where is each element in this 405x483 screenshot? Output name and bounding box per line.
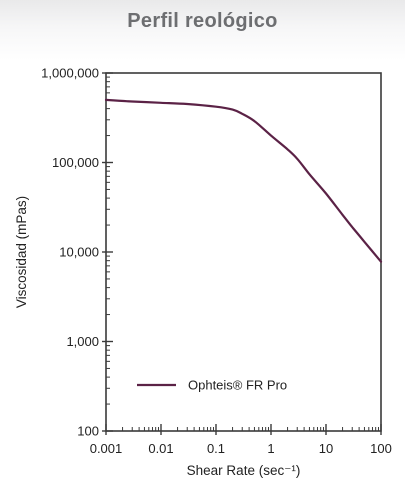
y-tick-labels: 1,000,000 100,000 10,000 1,000 100: [41, 66, 99, 439]
y-tick-label: 100,000: [52, 155, 99, 170]
x-tick-label: 1: [267, 441, 274, 456]
x-tick-label: 100: [370, 441, 392, 456]
x-tick-label: 0.001: [90, 441, 123, 456]
y-tick-label: 100: [77, 424, 99, 439]
y-tick-label: 10,000: [59, 245, 99, 260]
x-axis-label: Shear Rate (sec⁻¹): [187, 463, 301, 478]
y-tick-label: 1,000,000: [41, 66, 99, 81]
legend: Ophteis® FR Pro: [137, 378, 287, 393]
plot-frame: [105, 72, 382, 432]
series-line: [104, 98, 383, 263]
header-background: [0, 0, 405, 60]
x-tick-labels: 0.001 0.01 0.1 1 10 100: [90, 441, 392, 456]
x-tick-label: 10: [319, 441, 333, 456]
x-tick-label: 0.01: [148, 441, 173, 456]
y-tick-label: 1,000: [66, 334, 99, 349]
legend-label: Ophteis® FR Pro: [188, 378, 287, 393]
chart-title: Perfil reológico: [127, 10, 278, 32]
y-axis-label: Viscosidad (mPas): [14, 196, 29, 308]
x-tick-label: 0.1: [207, 441, 225, 456]
series-group: [104, 98, 383, 263]
